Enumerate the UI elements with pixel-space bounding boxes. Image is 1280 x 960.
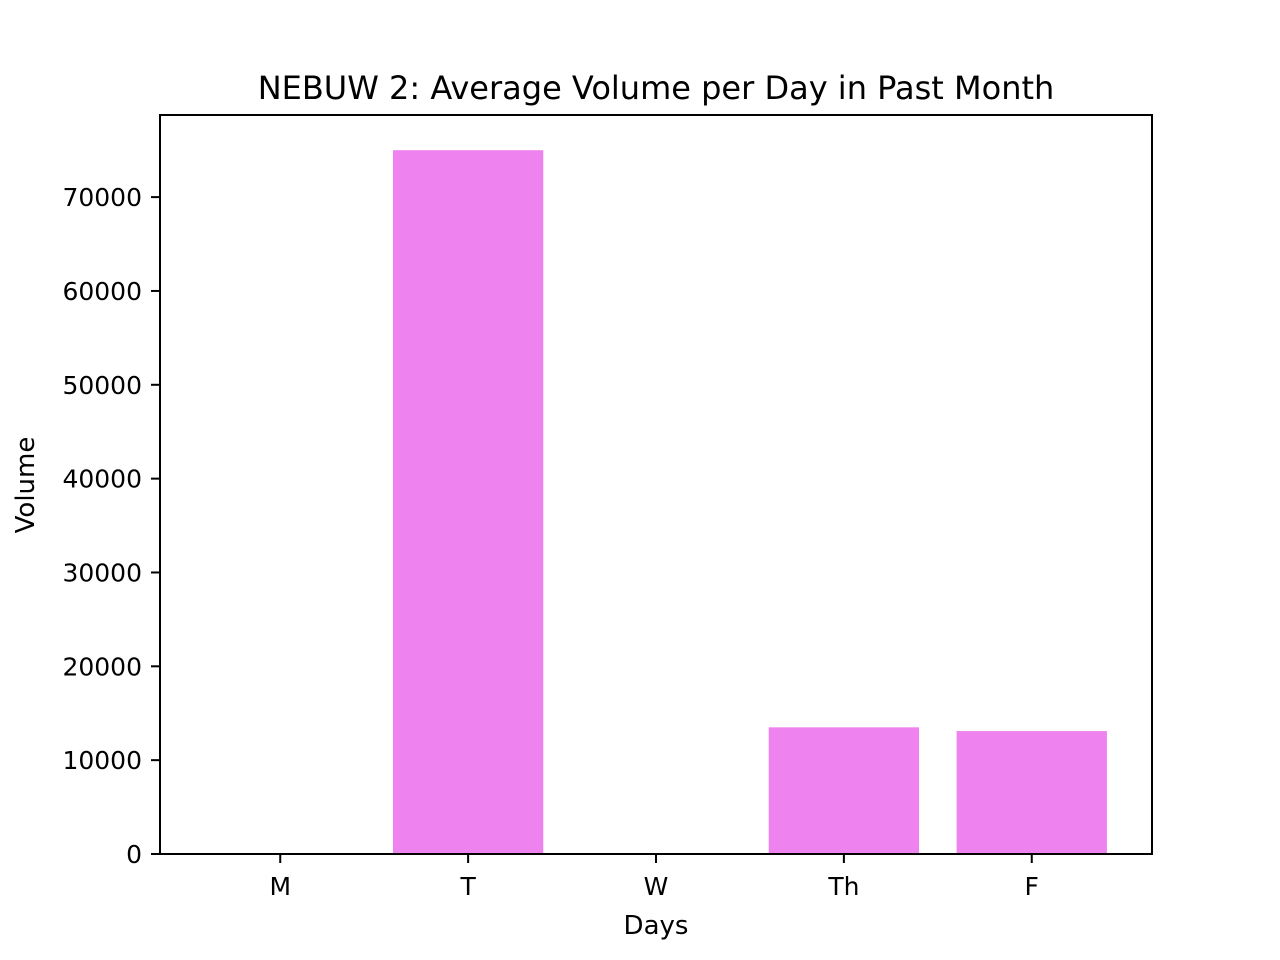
x-tick-label: W [644, 872, 669, 901]
x-tick-label: T [459, 872, 476, 901]
y-tick-label: 30000 [62, 558, 142, 587]
x-axis: M T W Th F [269, 854, 1039, 901]
chart-title: NEBUW 2: Average Volume per Day in Past … [258, 69, 1055, 107]
y-tick-label: 70000 [62, 183, 142, 212]
y-axis-label: Volume [11, 437, 41, 534]
bar-th [768, 727, 920, 854]
x-tick-label: Th [827, 872, 859, 901]
y-tick-label: 50000 [62, 371, 142, 400]
bars-group [392, 150, 1107, 854]
x-tick-label: F [1025, 872, 1039, 901]
y-tick-label: 0 [126, 840, 142, 869]
y-tick-label: 60000 [62, 277, 142, 306]
y-tick-label: 40000 [62, 465, 142, 494]
y-tick-label: 10000 [62, 746, 142, 775]
x-axis-label: Days [624, 911, 689, 941]
bar-t [392, 150, 544, 854]
y-axis: 0 10000 20000 30000 40000 50000 60000 70000 [62, 183, 160, 869]
x-tick-label: M [269, 872, 291, 901]
bar-f [956, 731, 1107, 854]
y-tick-label: 20000 [62, 652, 142, 681]
